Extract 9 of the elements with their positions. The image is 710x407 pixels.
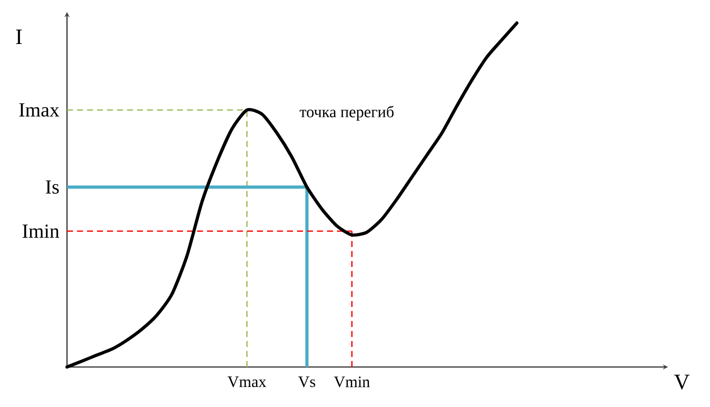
x-tick-label: Vs — [298, 376, 316, 388]
x-tick-label: Vmax — [228, 376, 266, 388]
y-axis-title: I — [16, 30, 22, 44]
ref-line-label: Imax — [19, 103, 60, 117]
text: V — [674, 374, 690, 390]
ref-line-label: Imin — [22, 224, 60, 238]
ref-line-label: Is — [46, 180, 59, 194]
x-tick-label: Vmin — [334, 376, 370, 388]
annotation: точка перегиб — [300, 106, 394, 121]
